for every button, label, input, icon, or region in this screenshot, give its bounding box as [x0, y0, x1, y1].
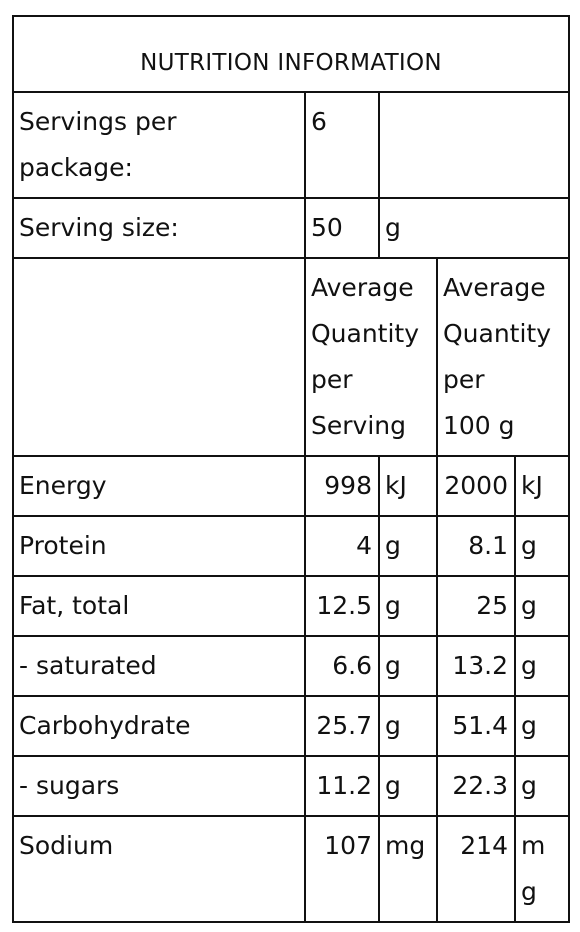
carbohydrate-per-serving: 25.7 [316, 711, 372, 740]
energy-per-serving: 998 [324, 471, 372, 500]
row-label-saturated: - saturated [19, 651, 157, 680]
protein-per-100g: 8.1 [468, 531, 508, 560]
servings-value: 6 [311, 107, 327, 136]
saturated-per-serving: 6.6 [332, 651, 372, 680]
carbohydrate-per-100g: 51.4 [452, 711, 508, 740]
sodium-per-serving-unit: mg [385, 831, 426, 860]
energy-per-100g-unit: kJ [521, 471, 543, 500]
servings-label-line2: package: [19, 153, 133, 182]
protein-per-serving: 4 [356, 531, 372, 560]
protein-per-100g-unit: g [521, 531, 537, 560]
rule-below-header [14, 455, 568, 457]
saturated-per-100g-unit: g [521, 651, 537, 680]
col-divider-label [304, 91, 306, 921]
carbohydrate-per-serving-unit: g [385, 711, 401, 740]
sugars-per-100g-unit: g [521, 771, 537, 800]
sugars-per-serving: 11.2 [316, 771, 372, 800]
nutrition-panel: NUTRITION INFORMATION Servings per packa… [12, 15, 570, 923]
rule-below-saturated [14, 695, 568, 697]
energy-per-serving-unit: kJ [385, 471, 407, 500]
col-divider-per100-unit [514, 455, 516, 921]
header-per-100g-line3: per [443, 365, 485, 394]
header-per-serving-line4: Serving [311, 411, 406, 440]
row-label-carbohydrate: Carbohydrate [19, 711, 191, 740]
serving-size-unit: g [385, 213, 401, 242]
fat-total-per-serving-unit: g [385, 591, 401, 620]
row-label-energy: Energy [19, 471, 107, 500]
rule-below-serving-size [14, 257, 568, 259]
serving-size-value: 50 [311, 213, 343, 242]
sodium-per-serving: 107 [324, 831, 372, 860]
rule-below-protein [14, 575, 568, 577]
sodium-per-100g-unit-line2: g [521, 877, 537, 906]
col-divider-per100 [436, 257, 438, 921]
saturated-per-serving-unit: g [385, 651, 401, 680]
saturated-per-100g: 13.2 [452, 651, 508, 680]
rule-below-title [14, 91, 568, 93]
sodium-per-100g-unit-line1: m [521, 831, 546, 860]
fat-total-per-serving: 12.5 [316, 591, 372, 620]
header-per-serving-line1: Average [311, 273, 414, 302]
row-label-sugars: - sugars [19, 771, 120, 800]
sodium-per-100g: 214 [460, 831, 508, 860]
rule-below-fat [14, 635, 568, 637]
energy-per-100g: 2000 [444, 471, 508, 500]
serving-size-label: Serving size: [19, 213, 179, 242]
col-divider-serving-unit [378, 455, 380, 921]
fat-total-per-100g: 25 [476, 591, 508, 620]
col-divider-servings [378, 91, 380, 257]
fat-total-per-100g-unit: g [521, 591, 537, 620]
header-per-serving-line3: per [311, 365, 353, 394]
servings-label-line1: Servings per [19, 107, 177, 136]
protein-per-serving-unit: g [385, 531, 401, 560]
carbohydrate-per-100g-unit: g [521, 711, 537, 740]
rule-below-servings [14, 197, 568, 199]
rule-below-energy [14, 515, 568, 517]
header-per-100g-line4: 100 g [443, 411, 515, 440]
header-per-100g-line2: Quantity [443, 319, 552, 348]
sugars-per-100g: 22.3 [452, 771, 508, 800]
panel-title: NUTRITION INFORMATION [140, 50, 442, 76]
rule-below-sugars [14, 815, 568, 817]
row-label-protein: Protein [19, 531, 107, 560]
header-per-serving-line2: Quantity [311, 319, 420, 348]
row-label-fat-total: Fat, total [19, 591, 130, 620]
row-label-sodium: Sodium [19, 831, 114, 860]
rule-below-carbohydrate [14, 755, 568, 757]
header-per-100g-line1: Average [443, 273, 546, 302]
sugars-per-serving-unit: g [385, 771, 401, 800]
